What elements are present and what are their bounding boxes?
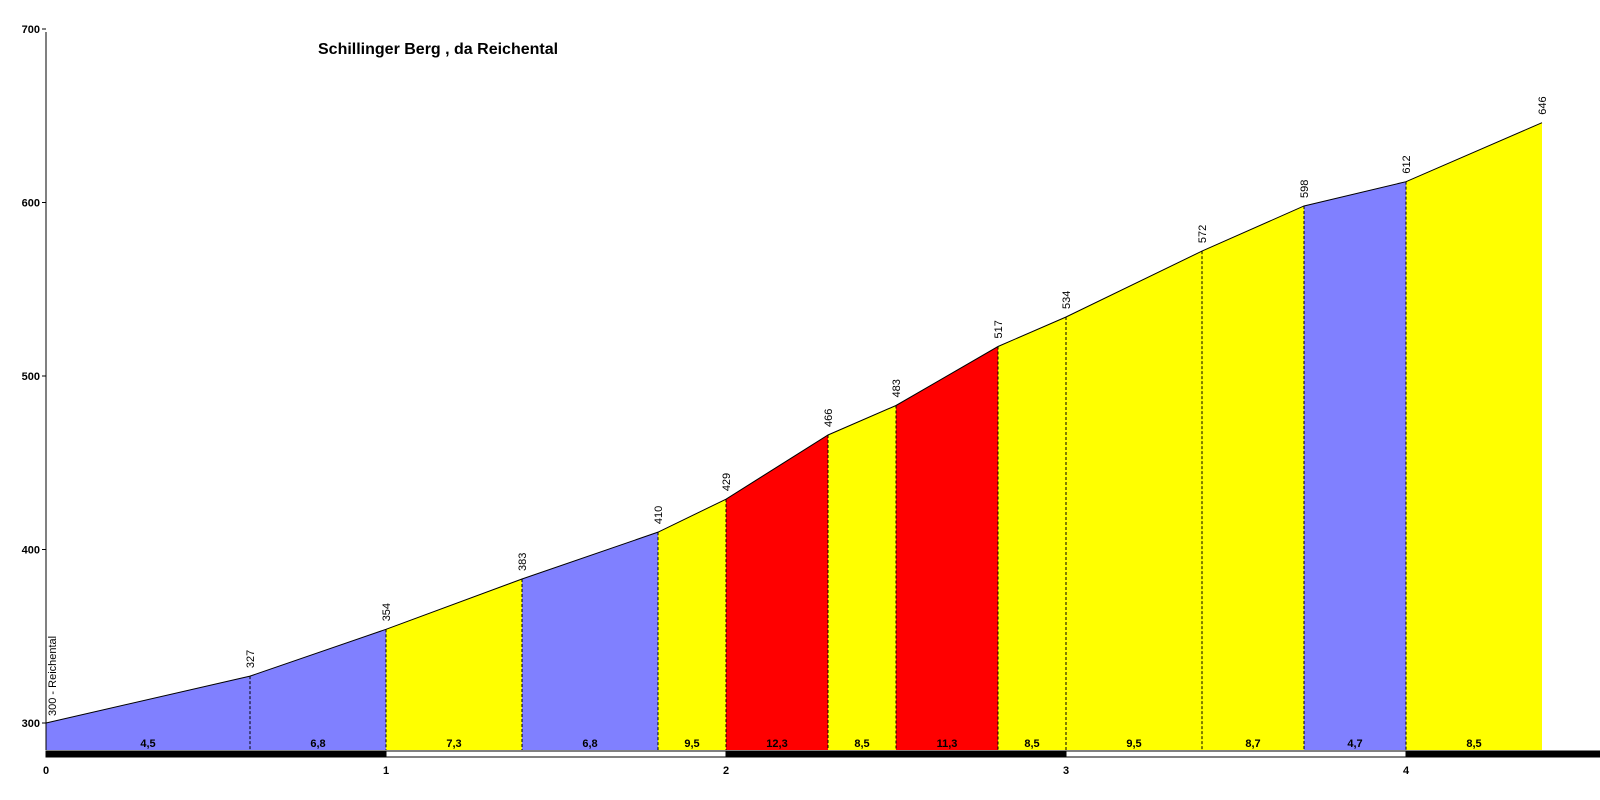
elevation-label: 517 xyxy=(993,320,1005,338)
segment-dividers xyxy=(249,181,1407,750)
distance-bar-block xyxy=(1065,750,1407,758)
gradient-label: 6,8 xyxy=(310,738,325,750)
gradient-label: 8,5 xyxy=(854,738,869,750)
distance-bar-block xyxy=(385,750,727,758)
gradient-label: 9,5 xyxy=(684,738,699,750)
y-tick-label: 700 xyxy=(22,24,40,36)
segment-fill xyxy=(1066,251,1202,750)
elevation-label: 466 xyxy=(823,409,835,427)
gradient-label: 7,3 xyxy=(446,738,461,750)
segment-fill xyxy=(386,578,522,750)
segment-fill xyxy=(896,346,998,750)
gradient-label: 6,8 xyxy=(582,738,597,750)
distance-bar-block xyxy=(1405,750,1600,758)
gradient-label: 4,7 xyxy=(1347,738,1362,750)
y-tick-label: 500 xyxy=(22,371,40,383)
gradient-label: 8,5 xyxy=(1466,738,1481,750)
distance-bar-block xyxy=(725,750,1067,758)
elevation-labels: 327 354 383 410 429 466 483 517 534 572 598 612 646 xyxy=(245,96,1549,668)
segment-fill xyxy=(1406,122,1542,750)
gradient-label: 11,3 xyxy=(937,738,958,750)
segment-fill xyxy=(46,676,250,750)
elevation-label: 646 xyxy=(1537,96,1549,114)
profile-polyline xyxy=(45,122,1543,724)
segment-fill xyxy=(828,405,896,750)
elevation-label: 327 xyxy=(245,650,257,668)
start-label: 300 - Reichental xyxy=(47,636,59,716)
y-tick-label: 600 xyxy=(22,198,40,210)
x-tick-label: 0 xyxy=(43,765,49,777)
elevation-label: 572 xyxy=(1197,225,1209,243)
gradient-label: 8,7 xyxy=(1245,738,1260,750)
gradient-label: 9,5 xyxy=(1126,738,1141,750)
segment-fill xyxy=(658,499,726,750)
y-tick-label: 300 xyxy=(22,718,40,730)
gradient-label: 8,5 xyxy=(1024,738,1039,750)
segment-fills xyxy=(46,122,1542,751)
gradient-label: 12,3 xyxy=(766,738,787,750)
elevation-label: 534 xyxy=(1061,291,1073,309)
segment-fill xyxy=(726,434,828,750)
gradient-labels: 4,5 6,8 7,3 6,8 9,5 12,3 8,5 11,3 8,5 9,5 8,7 4,7 8,… xyxy=(140,738,1481,750)
y-tick-label: 400 xyxy=(22,545,40,557)
profile-line xyxy=(45,122,1543,724)
segment-fill xyxy=(522,532,658,750)
segment-fill xyxy=(998,317,1066,750)
elevation-label: 483 xyxy=(891,379,903,397)
distance-bar xyxy=(45,750,1600,758)
elevation-label: 410 xyxy=(653,506,665,524)
x-tick-label: 2 xyxy=(723,765,729,777)
segment-fill xyxy=(1304,181,1406,750)
x-axis-ticks: 0 1 2 3 4 xyxy=(43,765,1410,777)
gradient-label: 4,5 xyxy=(140,738,155,750)
elevation-label: 429 xyxy=(721,473,733,491)
segment-fill xyxy=(1202,205,1304,751)
segment-fill xyxy=(250,629,386,750)
x-tick-label: 4 xyxy=(1403,765,1410,777)
elevation-label: 612 xyxy=(1401,155,1413,173)
x-tick-label: 1 xyxy=(383,765,389,777)
x-tick-label: 3 xyxy=(1063,765,1069,777)
elevation-label: 598 xyxy=(1299,180,1311,198)
y-axis-ticks: 300 400 500 600 700 xyxy=(22,24,46,730)
distance-bar-block xyxy=(45,750,387,758)
chart-title: Schillinger Berg , da Reichental xyxy=(318,41,558,58)
elevation-label: 354 xyxy=(381,603,393,621)
elevation-label: 383 xyxy=(517,553,529,571)
